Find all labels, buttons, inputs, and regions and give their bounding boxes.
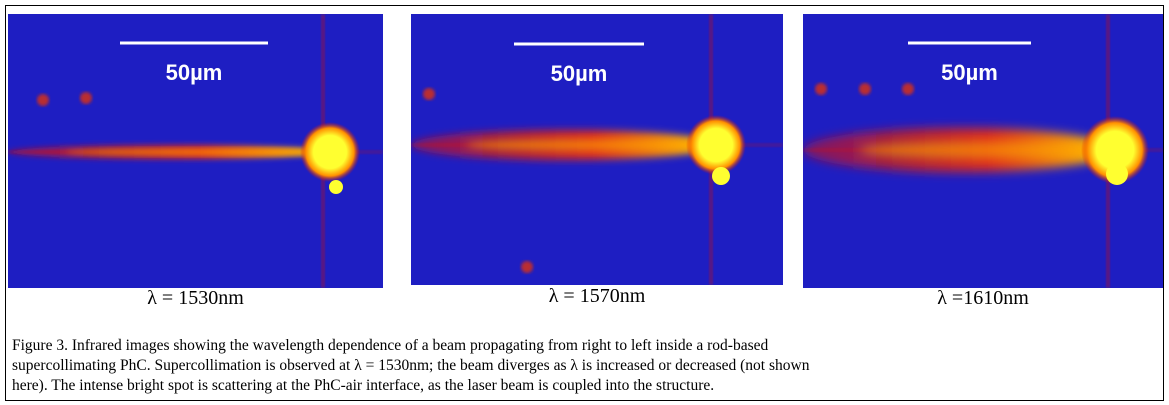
wavelength-label: λ = 1530nm <box>147 287 244 309</box>
bright-spot-secondary <box>712 167 730 185</box>
scatter-blob <box>37 94 49 106</box>
beam-core <box>465 139 723 151</box>
wavelength-label: λ =1610nm <box>937 287 1029 309</box>
beam-core <box>65 149 337 155</box>
scale-label: 50µm <box>551 61 608 86</box>
scatter-blob <box>80 92 92 104</box>
bright-spot <box>686 115 746 175</box>
scatter-blob <box>902 83 914 95</box>
scale-label: 50µm <box>166 60 223 85</box>
infrared-image: 50µm <box>803 14 1163 288</box>
wavelength-label: λ = 1570nm <box>548 285 646 307</box>
scatter-blob <box>859 83 871 95</box>
bright-spot-secondary <box>329 180 343 194</box>
beam-core <box>859 141 1122 159</box>
bright-spot <box>300 122 360 182</box>
caption-line: Figure 3. Infrared images showing the wa… <box>12 337 769 354</box>
scale-bar <box>514 42 644 46</box>
scatter-blob <box>521 261 533 273</box>
scale-bar <box>120 41 268 45</box>
caption-line: supercollimating PhC. Supercollimation i… <box>12 357 810 374</box>
scatter-blob <box>423 88 435 100</box>
scale-bar <box>908 41 1031 45</box>
infrared-image: 50µm <box>411 14 783 285</box>
caption-line: here). The intense bright spot is scatte… <box>12 377 715 394</box>
scatter-blob <box>815 83 827 95</box>
scale-label: 50µm <box>941 60 998 85</box>
figure-frame <box>5 5 1164 401</box>
infrared-image: 50µm <box>8 14 383 288</box>
bright-spot <box>1081 116 1149 184</box>
bright-spot-secondary <box>1106 163 1128 185</box>
